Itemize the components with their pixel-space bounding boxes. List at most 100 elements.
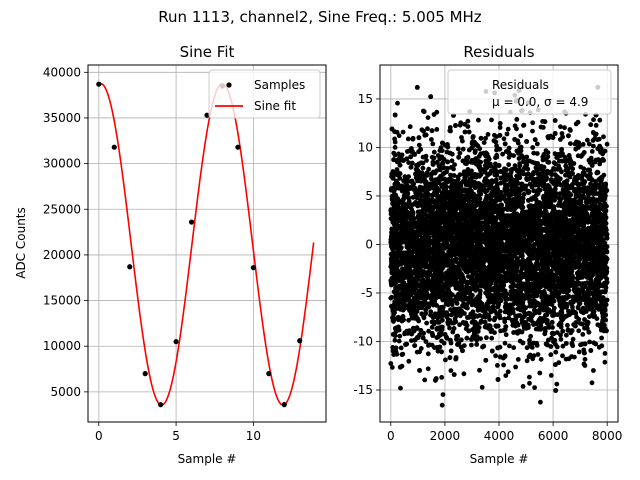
sine-fit-ytick-label: 5000 bbox=[50, 385, 81, 399]
residual-point bbox=[582, 363, 588, 368]
residual-point bbox=[472, 150, 478, 156]
residual-point bbox=[422, 377, 428, 383]
residual-point bbox=[587, 339, 592, 345]
sine-fit-plot-area bbox=[96, 81, 315, 408]
sample-point bbox=[297, 338, 303, 344]
residual-point bbox=[420, 154, 426, 160]
sine-fit-axes-frame bbox=[87, 64, 327, 423]
residual-point bbox=[511, 345, 517, 351]
residual-point bbox=[389, 197, 395, 202]
residual-point bbox=[529, 276, 535, 282]
residual-point bbox=[392, 337, 398, 343]
residual-point bbox=[411, 328, 417, 334]
residual-point bbox=[497, 125, 503, 130]
residual-point bbox=[465, 124, 471, 129]
residual-point bbox=[502, 353, 508, 359]
residual-point bbox=[520, 384, 526, 389]
sine-fit-ylabel: ADC Counts bbox=[14, 207, 28, 279]
residual-point bbox=[592, 159, 598, 165]
residual-point bbox=[581, 208, 587, 213]
residual-point bbox=[527, 380, 532, 386]
residual-point bbox=[596, 136, 602, 142]
sine-fit-xtick-label: 5 bbox=[172, 429, 180, 443]
legend-samples-label: Samples bbox=[254, 78, 305, 92]
residual-point bbox=[447, 325, 452, 331]
residual-point bbox=[425, 351, 431, 357]
residual-point bbox=[530, 145, 536, 150]
residual-point bbox=[448, 184, 454, 190]
residual-point bbox=[422, 299, 428, 305]
residual-point bbox=[537, 370, 543, 376]
residual-point bbox=[435, 334, 441, 340]
residual-point bbox=[497, 308, 503, 314]
sine-fit-legend: Samples Sine fit bbox=[208, 69, 321, 119]
residual-point bbox=[421, 108, 426, 114]
residual-point bbox=[515, 357, 521, 362]
residual-point bbox=[527, 374, 532, 380]
residual-point bbox=[406, 160, 411, 166]
residual-point bbox=[501, 362, 506, 368]
residuals-plot: Residuals 0 2000 4000 6000 8000-15-10-505101… bbox=[353, 43, 622, 466]
residual-point bbox=[485, 132, 491, 137]
residual-point bbox=[405, 136, 411, 142]
sine-fit-plot: Sine Fit 0 5 10500010000150002000025000300… bbox=[14, 43, 327, 466]
residual-point bbox=[465, 118, 471, 124]
residual-point bbox=[505, 369, 511, 375]
residual-point bbox=[591, 340, 597, 346]
sine-fit-title: Sine Fit bbox=[180, 43, 235, 61]
residual-point bbox=[531, 188, 537, 194]
residual-point bbox=[478, 336, 483, 341]
residual-point bbox=[448, 348, 454, 354]
residual-point bbox=[461, 371, 467, 377]
sample-point bbox=[204, 112, 210, 118]
residual-point bbox=[530, 120, 536, 126]
residual-point bbox=[555, 312, 560, 318]
sample-point bbox=[158, 402, 164, 408]
residual-point bbox=[548, 373, 554, 378]
residual-point bbox=[527, 303, 533, 309]
residual-point bbox=[601, 134, 606, 140]
residual-point bbox=[521, 191, 527, 197]
residual-point bbox=[520, 257, 526, 263]
residual-point bbox=[576, 328, 582, 334]
residual-point bbox=[503, 332, 509, 338]
residual-point bbox=[597, 117, 603, 123]
sine-fit-ytick-label: 35000 bbox=[43, 111, 81, 125]
residual-point bbox=[576, 349, 582, 355]
sine-fit-ytick-label: 25000 bbox=[43, 202, 81, 216]
residual-point bbox=[571, 161, 577, 166]
residual-point bbox=[568, 141, 573, 147]
residual-point bbox=[503, 373, 509, 378]
sine-fit-line bbox=[98, 82, 315, 406]
residual-point bbox=[434, 168, 440, 174]
residual-point bbox=[599, 335, 604, 341]
residual-point bbox=[504, 167, 509, 173]
residual-point bbox=[546, 204, 552, 210]
residual-point bbox=[580, 269, 586, 274]
residual-point bbox=[476, 117, 481, 123]
residual-point bbox=[454, 301, 460, 306]
residual-point bbox=[542, 331, 548, 337]
residual-point bbox=[508, 289, 514, 294]
residual-point bbox=[395, 202, 401, 208]
sample-point bbox=[142, 371, 148, 377]
residual-point bbox=[551, 166, 556, 171]
residual-point bbox=[414, 176, 420, 182]
residual-point bbox=[592, 136, 598, 141]
residual-point bbox=[507, 343, 512, 349]
residual-point bbox=[589, 149, 595, 154]
residual-point bbox=[562, 125, 567, 131]
sine-fit-xtick-label: 10 bbox=[246, 429, 261, 443]
residual-point bbox=[552, 186, 558, 192]
residual-point bbox=[494, 143, 499, 149]
residual-point bbox=[551, 308, 556, 314]
residual-point bbox=[531, 322, 536, 327]
residual-point bbox=[476, 189, 482, 194]
residual-point bbox=[396, 338, 402, 344]
residual-point bbox=[597, 161, 603, 167]
residual-point bbox=[429, 137, 434, 142]
residual-point bbox=[414, 325, 420, 331]
sample-point bbox=[250, 265, 256, 271]
sine-fit-xlabel: Sample # bbox=[178, 452, 237, 466]
